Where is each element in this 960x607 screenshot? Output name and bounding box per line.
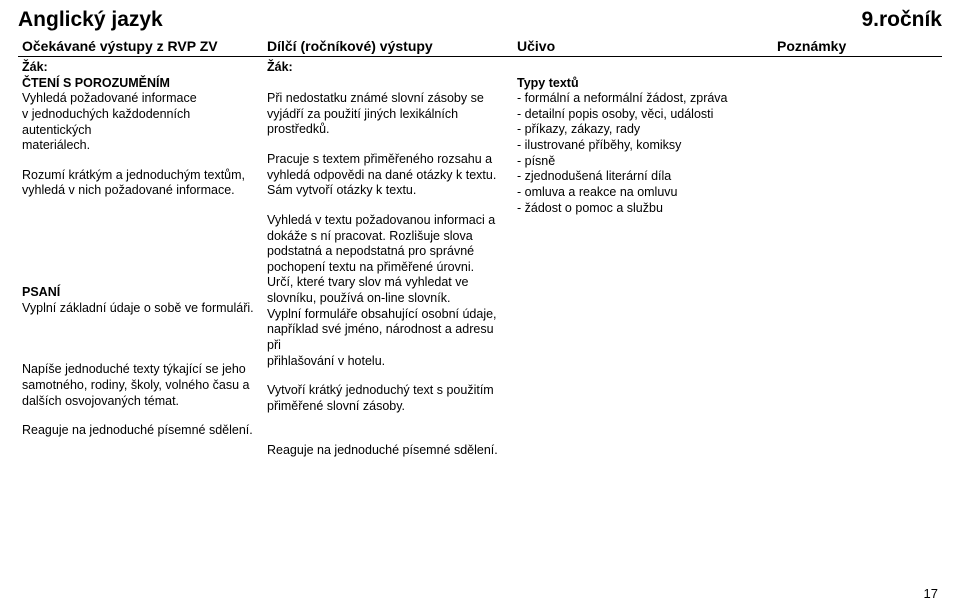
column-curriculum: Typy textů - formální a neformální žádos…	[513, 57, 773, 459]
subject-title: Anglický jazyk	[18, 8, 163, 32]
text-line: přiměřené slovní zásoby.	[267, 399, 509, 415]
text-line: dalších osvojovaných témat.	[22, 394, 259, 410]
text-line: Určí, které tvary slov má vyhledat ve	[267, 275, 509, 291]
text-line: samotného, rodiny, školy, volného času a	[22, 378, 259, 394]
list-item: - žádost o pomoc a službu	[517, 201, 769, 217]
zak-label: Žák:	[267, 60, 509, 76]
text-types-heading: Typy textů	[517, 76, 769, 92]
header-col-2: Dílčí (ročníkové) výstupy	[263, 36, 513, 56]
text-line: Vyhledá požadované informace	[22, 91, 259, 107]
text-line: Při nedostatku známé slovní zásoby se	[267, 91, 509, 107]
text-line: Vyplní formuláře obsahující osobní údaje…	[267, 307, 509, 323]
document-page: Anglický jazyk 9.ročník Očekávané výstup…	[0, 0, 960, 607]
list-item: - detailní popis osoby, věci, události	[517, 107, 769, 123]
table-body-row: Žák: ČTENÍ S POROZUMĚNÍM Vyhledá požadov…	[18, 57, 942, 459]
column-notes	[773, 57, 942, 459]
section-heading-writing: PSANÍ	[22, 285, 259, 301]
text-line: Reaguje na jednoduché písemné sdělení.	[267, 443, 509, 459]
spacer	[22, 316, 259, 362]
spacer	[267, 414, 509, 429]
text-line: dokáže s ní pracovat. Rozlišuje slova	[267, 229, 509, 245]
spacer	[267, 429, 509, 443]
spacer	[267, 369, 509, 383]
spacer	[22, 154, 259, 168]
text-line: vyhledá v nich požadované informace.	[22, 183, 259, 199]
text-line: v jednoduchých každodenních autentických	[22, 107, 259, 138]
zak-label: Žák:	[22, 60, 259, 76]
text-line: Sám vytvoří otázky k textu.	[267, 183, 509, 199]
text-line: Rozumí krátkým a jednoduchým textům,	[22, 168, 259, 184]
text-line: pochopení textu na přiměřené úrovni.	[267, 260, 509, 276]
text-line: podstatná a nepodstatná pro správné	[267, 244, 509, 260]
header-col-3: Učivo	[513, 36, 773, 56]
text-line: vyhledá odpovědi na dané otázky k textu.	[267, 168, 509, 184]
table-header-row: Očekávané výstupy z RVP ZV Dílčí (ročník…	[18, 36, 942, 57]
text-line: Vyplní základní údaje o sobě ve formulář…	[22, 301, 259, 317]
spacer	[22, 409, 259, 423]
text-line: Reaguje na jednoduché písemné sdělení.	[22, 423, 259, 439]
text-line: například své jméno, národnost a adresu …	[267, 322, 509, 353]
text-line: Pracuje s textem přiměřeného rozsahu a	[267, 152, 509, 168]
list-item: - omluva a reakce na omluvu	[517, 185, 769, 201]
spacer	[267, 138, 509, 152]
list-item: - ilustrované příběhy, komiksy	[517, 138, 769, 154]
header-col-4: Poznámky	[773, 36, 942, 56]
list-item: - písně	[517, 154, 769, 170]
text-line: slovníku, používá on-line slovník.	[267, 291, 509, 307]
title-row: Anglický jazyk 9.ročník	[18, 8, 942, 32]
text-line: přihlašování v hotelu.	[267, 354, 509, 370]
header-col-1: Očekávané výstupy z RVP ZV	[18, 36, 263, 56]
text-line: materiálech.	[22, 138, 259, 154]
spacer	[267, 199, 509, 213]
text-line: prostředků.	[267, 122, 509, 138]
grade-title: 9.ročník	[861, 8, 942, 32]
text-line: Vytvoří krátký jednoduchý text s použití…	[267, 383, 509, 399]
spacer	[517, 60, 769, 76]
column-partial-outcomes: Žák: Při nedostatku známé slovní zásoby …	[263, 57, 513, 459]
list-item: - zjednodušená literární díla	[517, 169, 769, 185]
text-line: vyjádří za použití jiných lexikálních	[267, 107, 509, 123]
text-line: Napíše jednoduché texty týkající se jeho	[22, 362, 259, 378]
page-number: 17	[924, 586, 938, 601]
spacer	[267, 76, 509, 92]
column-expected-outcomes: Žák: ČTENÍ S POROZUMĚNÍM Vyhledá požadov…	[18, 57, 263, 459]
section-heading-reading: ČTENÍ S POROZUMĚNÍM	[22, 76, 259, 92]
list-item: - formální a neformální žádost, zpráva	[517, 91, 769, 107]
text-line: Vyhledá v textu požadovanou informaci a	[267, 213, 509, 229]
spacer	[22, 199, 259, 285]
list-item: - příkazy, zákazy, rady	[517, 122, 769, 138]
